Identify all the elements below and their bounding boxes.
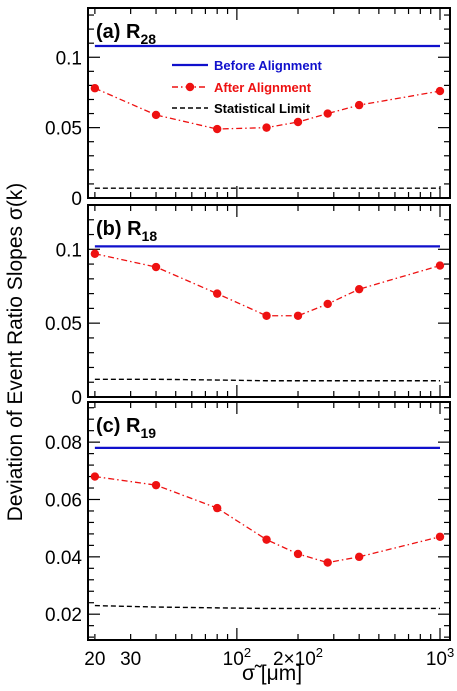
y-axis-label: Deviation of Event Ratio Slopes σ(k) xyxy=(4,183,27,522)
legend-label-stat: Statistical Limit xyxy=(214,101,311,116)
data-point xyxy=(262,123,271,132)
data-point xyxy=(262,311,271,320)
x-tick-label: 20 xyxy=(84,649,105,670)
data-point xyxy=(293,117,303,127)
data-point xyxy=(435,532,445,541)
y-tick-label: 0.05 xyxy=(45,314,82,335)
x-tick-label: 30 xyxy=(120,649,141,670)
y-tick-label: 0 xyxy=(71,388,82,409)
data-point xyxy=(435,261,445,270)
data-point xyxy=(354,552,364,562)
data-point xyxy=(323,558,332,567)
x-tick-label: 2×102 xyxy=(273,645,323,670)
data-point xyxy=(151,480,161,490)
data-point xyxy=(323,109,332,118)
plot-frame xyxy=(87,401,451,641)
y-tick-label: 0.02 xyxy=(45,605,82,626)
data-point xyxy=(151,262,161,272)
x-tick-label: 102 xyxy=(223,645,251,670)
y-tick-label: 0.06 xyxy=(45,490,82,511)
legend-label-after: After Alignment xyxy=(214,80,312,95)
y-tick-label: 0 xyxy=(71,189,82,210)
y-tick-label: 0.05 xyxy=(45,119,82,140)
data-point xyxy=(90,249,100,258)
legend-marker xyxy=(185,82,195,92)
series-line-stat xyxy=(94,378,440,382)
panel-title: (a) R28 xyxy=(96,21,156,47)
data-point xyxy=(354,100,364,110)
series-line-after xyxy=(94,87,441,130)
plot-frame xyxy=(87,7,451,199)
x-tick-label: 103 xyxy=(426,645,454,670)
y-tick-label: 0.04 xyxy=(45,548,82,569)
data-point xyxy=(323,299,332,309)
legend-label-before: Before Alignment xyxy=(214,58,323,73)
data-point xyxy=(90,84,100,93)
data-point xyxy=(435,86,445,96)
data-point xyxy=(212,124,222,134)
y-tick-label: 0.1 xyxy=(56,48,82,69)
data-point xyxy=(354,284,364,294)
chart-panel-3: 0.02 0.04 0.06 0.08 (c) R19 xyxy=(45,401,451,641)
data-point xyxy=(212,289,222,298)
data-point xyxy=(90,472,100,481)
data-point xyxy=(151,110,161,120)
y-tick-label: 0.08 xyxy=(45,433,82,454)
panel-title: (c) R19 xyxy=(96,415,156,441)
y-tick-label: 0.1 xyxy=(56,240,82,261)
x-axis-label: σ̃ [μm] xyxy=(242,662,302,685)
data-point xyxy=(293,311,303,320)
data-point xyxy=(293,549,303,559)
chart-panel-2: 0 0.05 0.1 (b) R18 xyxy=(45,204,451,409)
plot-frame xyxy=(87,204,451,398)
data-point xyxy=(262,535,271,544)
series-line-stat xyxy=(94,604,440,610)
data-point xyxy=(212,503,222,513)
series-line-after xyxy=(94,253,441,317)
panel-title: (b) R18 xyxy=(96,218,157,244)
chart-panel-1: 0 0.05 0.1 (a) R28 xyxy=(45,7,451,210)
series-line-after xyxy=(94,475,441,564)
legend: Before Alignment After Alignment Statistic… xyxy=(172,58,323,116)
